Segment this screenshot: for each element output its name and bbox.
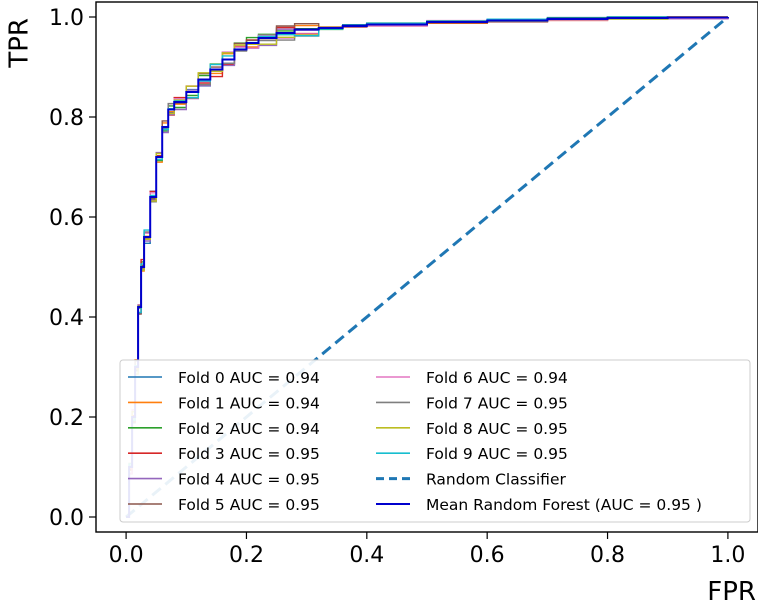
legend-label: Fold 0 AUC = 0.94 xyxy=(178,369,320,387)
legend-label: Fold 9 AUC = 0.95 xyxy=(426,445,568,463)
y-tick-label: 0.0 xyxy=(49,506,84,531)
plot-frame xyxy=(95,1,758,533)
x-tick-label: 0.4 xyxy=(349,543,384,568)
y-tick-label: 0.4 xyxy=(49,306,84,331)
series-random-classifier xyxy=(125,15,729,519)
legend-label: Fold 3 AUC = 0.95 xyxy=(178,445,320,463)
y-tick-label: 0.6 xyxy=(49,206,84,231)
legend-label: Fold 6 AUC = 0.94 xyxy=(426,369,568,387)
y-axis-label: TPR xyxy=(5,18,35,69)
legend-label: Fold 1 AUC = 0.94 xyxy=(178,394,320,412)
legend-label: Fold 4 AUC = 0.95 xyxy=(178,471,320,489)
series-mean-curve xyxy=(126,16,729,518)
x-axis-label: FPR xyxy=(707,577,756,606)
legend: Fold 0 AUC = 0.94 Fold 1 AUC = 0.94 Fold 2… xyxy=(119,359,751,523)
y-tick-label: 0.2 xyxy=(49,406,84,431)
y-tick-label: 0.8 xyxy=(49,106,84,131)
legend-label: Fold 2 AUC = 0.94 xyxy=(178,420,320,438)
legend-box xyxy=(119,359,751,523)
x-tick-label: 1.0 xyxy=(710,543,745,568)
legend-label: Fold 8 AUC = 0.95 xyxy=(426,420,568,438)
legend-label: Fold 7 AUC = 0.95 xyxy=(426,394,568,412)
legend-label: Mean Random Forest (AUC = 0.95 ) xyxy=(426,496,702,514)
x-tick-label: 0.2 xyxy=(229,543,264,568)
legend-label: Fold 5 AUC = 0.95 xyxy=(178,496,320,514)
legend-label: Random Classifier xyxy=(426,471,566,489)
curves-layer xyxy=(125,15,729,519)
y-tick-label: 1.0 xyxy=(49,6,84,31)
x-tick-label: 0.8 xyxy=(590,543,625,568)
x-tick-label: 0.0 xyxy=(109,543,144,568)
x-tick-label: 0.6 xyxy=(470,543,505,568)
axis-ticks: 0.0 0.2 0.4 0.6 0.8 1.0 0.0 0.2 0.4 0.6 0.8 1.0 xyxy=(49,6,745,568)
